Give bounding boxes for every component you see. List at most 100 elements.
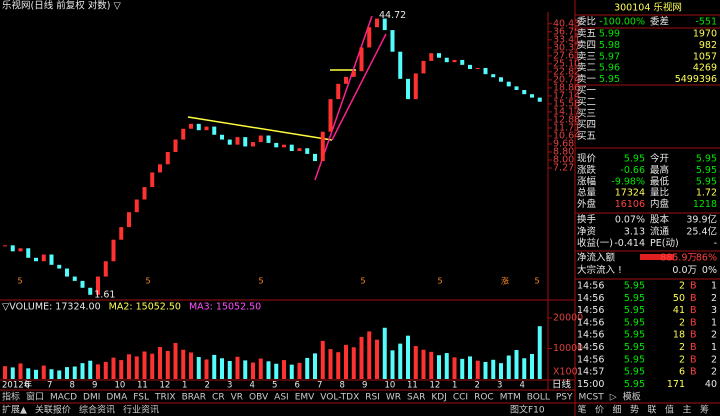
quote-text[interactable]: 细: [612, 404, 621, 416]
indicator-tab[interactable]: MACD: [50, 393, 77, 403]
month-label: 7: [317, 381, 322, 391]
indicator-tab[interactable]: 窗口: [26, 391, 44, 403]
indicator-tab[interactable]: 模板: [623, 391, 641, 403]
bottom-tab[interactable]: 扩展▲: [2, 404, 27, 416]
volume-bar: [522, 358, 527, 379]
indicator-tab[interactable]: ASI: [274, 393, 289, 403]
indicator-tab[interactable]: ▷: [610, 393, 617, 403]
indicator-tab[interactable]: KDJ: [431, 393, 447, 403]
volume-bar: [251, 362, 255, 379]
quote-text: 5.96: [599, 63, 620, 74]
indicator-tab[interactable]: FSL: [133, 393, 149, 403]
quote-text[interactable]: 价: [595, 405, 604, 416]
quote-text[interactable]: 联: [647, 405, 656, 416]
indicator-tab[interactable]: EMV: [295, 393, 315, 403]
quote-text[interactable]: 值: [665, 404, 674, 416]
quote-text: 5.98: [599, 40, 620, 51]
quote-text: 5.95: [624, 281, 645, 292]
indicator-tab[interactable]: CR: [212, 393, 225, 403]
chart-title: 乐视网(日线 前复权 对数) ▽: [2, 0, 121, 12]
quote-text: 14:56: [577, 305, 604, 316]
quote-text: 内盘: [650, 198, 670, 210]
candle: [514, 86, 519, 90]
indicator-tab[interactable]: VOL-TDX: [320, 393, 359, 403]
volume-bar: [96, 364, 100, 379]
indicator-tab[interactable]: WR: [386, 393, 401, 403]
candle: [390, 30, 395, 52]
quote-text: 5499396: [675, 74, 717, 85]
candle: [204, 126, 209, 131]
quote-text: 2: [711, 330, 717, 341]
quote-text: 3: [711, 305, 717, 316]
y-tick-label: 8.80: [553, 146, 574, 157]
bottom-tab[interactable]: 行业资讯: [123, 404, 159, 416]
quote-text: 2: [679, 281, 685, 292]
quote-text: 收益(一): [577, 237, 613, 249]
indicator-tab[interactable]: DMA: [106, 393, 128, 403]
indicator-tab[interactable]: RSI: [365, 393, 380, 403]
bottom-tab[interactable]: 综合资讯: [79, 404, 115, 416]
indicator-tab[interactable]: TRIX: [154, 393, 176, 403]
quote-text[interactable]: 筹: [700, 404, 709, 416]
quote-text: 0%: [702, 265, 717, 276]
quote-text: 0.07%: [615, 215, 645, 226]
candle: [375, 18, 379, 28]
volume-bar: [351, 347, 356, 379]
quote-text: 300104 乐视网: [614, 2, 682, 14]
indicator-tab[interactable]: MCST: [579, 393, 605, 403]
quote-text: 外盘: [577, 198, 597, 210]
quote-text[interactable]: 势: [630, 404, 639, 416]
indicator-tab[interactable]: BRAR: [182, 393, 206, 403]
quote-text: 5.95: [624, 305, 645, 316]
volume-bar: [243, 360, 248, 379]
volume-bar: [344, 344, 348, 379]
flow-bar: [640, 254, 674, 260]
quote-text: 2: [679, 354, 685, 365]
indicator-tab[interactable]: 指标: [2, 391, 20, 403]
indicator-tab[interactable]: SAR: [407, 393, 425, 403]
quote-text: 5.95: [696, 154, 717, 165]
quote-text[interactable]: 主: [682, 404, 691, 416]
legend-entry: MA3: 15052.50: [189, 302, 261, 313]
candle: [421, 60, 426, 74]
quote-text: 涨跌: [577, 164, 597, 176]
y-tick-label: 33.41: [553, 34, 580, 45]
indicator-tab[interactable]: ROC: [474, 393, 494, 403]
quote-text: 16106: [615, 199, 645, 210]
volume-bar: [72, 366, 77, 379]
candle: [537, 97, 542, 102]
candle: [57, 264, 62, 269]
volume-bar: [258, 358, 263, 379]
volume-bar: [165, 350, 170, 379]
volume-bar: [150, 353, 155, 379]
indicator-tab[interactable]: OBV: [249, 393, 269, 403]
indicator-tab[interactable]: MTM: [500, 393, 521, 403]
volume-bar: [158, 346, 162, 379]
indicator-tab[interactable]: VR: [231, 393, 243, 403]
f10-tab[interactable]: 图文F10: [510, 404, 545, 416]
bottom-tab[interactable]: 关联报价: [35, 404, 71, 416]
indicator-tab[interactable]: PSY: [556, 393, 573, 403]
indicator-tab[interactable]: DMI: [83, 393, 100, 403]
quote-text: 5.97: [599, 51, 620, 62]
indicator-tab[interactable]: CCI: [453, 393, 468, 403]
candle: [189, 123, 193, 129]
volume-bar: [103, 361, 108, 379]
quote-text: B: [690, 330, 697, 341]
candle: [212, 126, 217, 135]
candle: [313, 153, 317, 162]
quote-text: 总量: [577, 187, 597, 199]
volume-bar: [460, 358, 465, 379]
volume-bar: [406, 335, 410, 379]
quote-text: 40: [705, 379, 717, 390]
marker: 5: [437, 277, 442, 286]
quote-text[interactable]: 笔: [577, 404, 586, 416]
month-label: 10: [385, 381, 396, 391]
indicator-tab[interactable]: BOLL: [527, 393, 550, 403]
quote-text: 885.9万: [660, 253, 697, 264]
quote-text: 大宗流入 !: [577, 264, 622, 276]
quote-text: 卖三: [577, 51, 596, 62]
volume-bar: [282, 360, 286, 379]
volume-bar: [475, 360, 480, 379]
quote-text: 买五: [577, 131, 596, 142]
